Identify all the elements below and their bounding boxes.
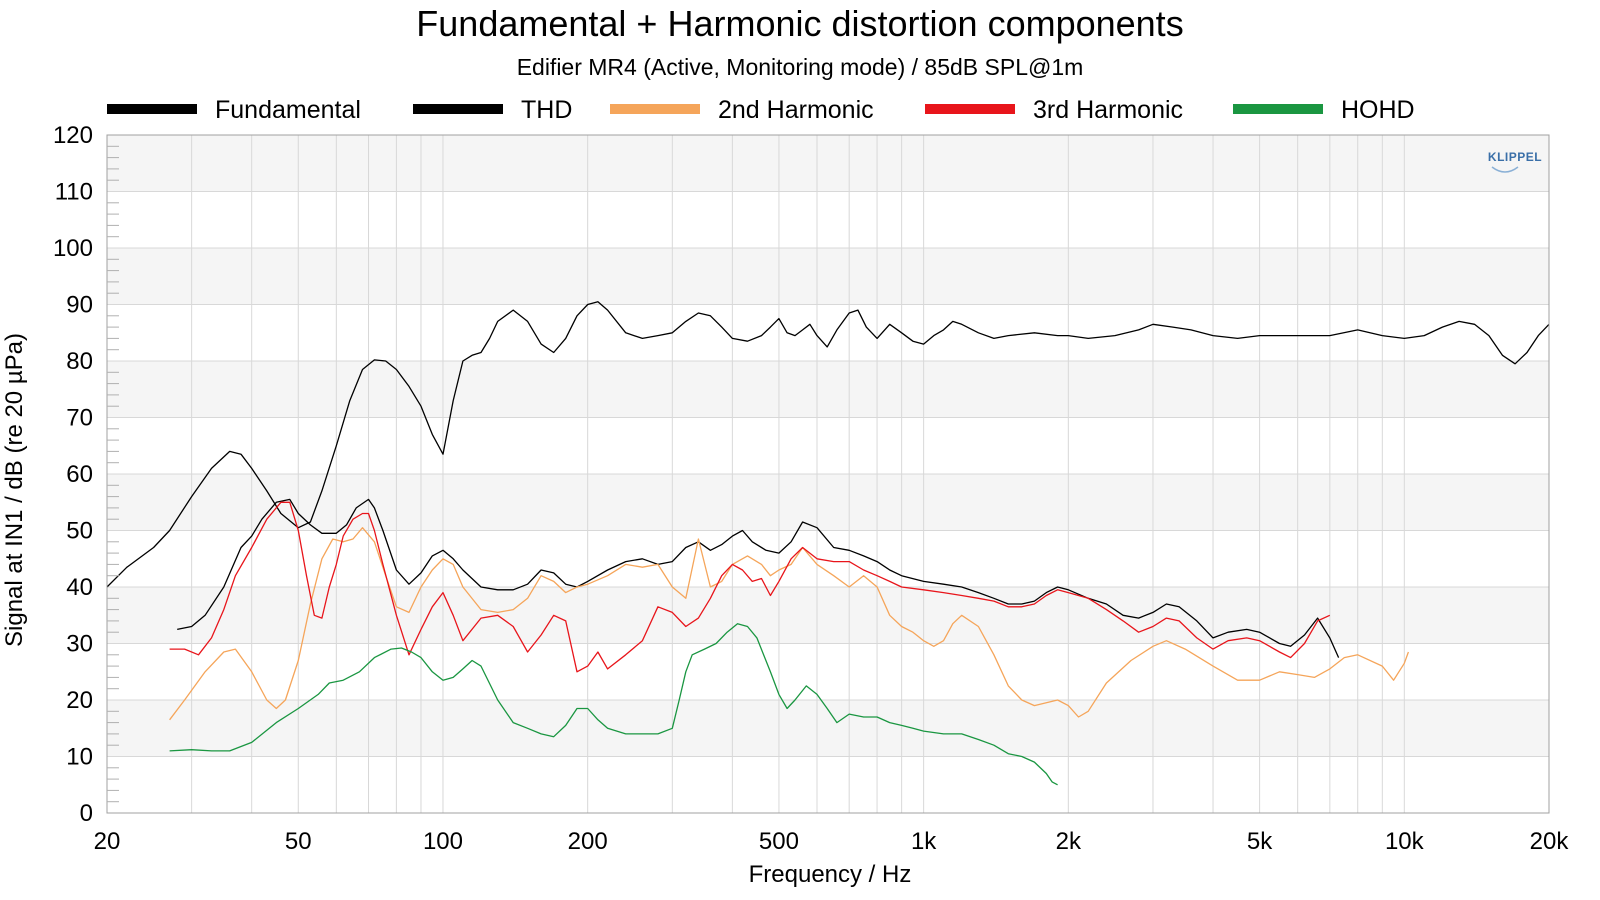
plot-band <box>107 248 1549 305</box>
legend-swatch <box>925 104 1015 114</box>
logo-swoosh <box>1491 166 1519 173</box>
legend-label: 3rd Harmonic <box>1033 96 1183 124</box>
x-tick-label: 500 <box>759 828 799 855</box>
logo-text: KLIPPEL <box>1488 150 1542 164</box>
axes: 0 10 20 30 40 50 60 70 80 90 100 110 120 20 50 100 200 50… <box>53 122 1569 855</box>
x-axis-title: Frequency / Hz <box>749 861 912 888</box>
plot-band <box>107 474 1549 531</box>
legend-item: Fundamental <box>107 96 361 124</box>
series-group <box>106 301 1550 786</box>
klippel-logo: KLIPPEL <box>1488 150 1542 173</box>
y-tick-label: 90 <box>66 292 93 319</box>
legend: Fundamental THD 2nd Harmonic 3rd Harmonic HO… <box>107 96 1415 124</box>
legend-item: HOHD <box>1233 96 1415 124</box>
x-tick-label: 200 <box>568 828 608 855</box>
y-tick-label: 70 <box>66 405 93 432</box>
x-tick-label: 20k <box>1530 828 1570 855</box>
y-tick-label: 110 <box>55 179 93 206</box>
plot-band <box>107 587 1549 644</box>
legend-item: 3rd Harmonic <box>925 96 1183 124</box>
x-tick-label: 2k <box>1056 828 1082 855</box>
series-line-hohd <box>169 623 1058 786</box>
legend-swatch <box>107 104 197 114</box>
y-tick-label: 30 <box>66 631 93 658</box>
y-tick-label: 0 <box>80 800 93 827</box>
x-tick-label: 20 <box>94 828 121 855</box>
legend-swatch <box>1233 104 1323 114</box>
y-tick-label: 10 <box>66 744 93 771</box>
legend-item: 2nd Harmonic <box>610 96 874 124</box>
x-tick-label: 50 <box>285 828 312 855</box>
series-line-3rd-harmonic <box>169 501 1331 673</box>
x-tick-label: 100 <box>423 828 463 855</box>
legend-label: HOHD <box>1341 96 1415 124</box>
plot-band <box>107 700 1549 757</box>
x-tick-label: 10k <box>1385 828 1425 855</box>
y-tick-label: 60 <box>66 461 93 488</box>
legend-label: THD <box>521 96 572 124</box>
y-tick-label: 20 <box>66 687 93 714</box>
legend-swatch <box>610 104 700 114</box>
x-tick-label: 5k <box>1247 828 1273 855</box>
plot-frame <box>106 134 1550 814</box>
legend-swatch <box>413 104 503 114</box>
y-tick-label: 50 <box>66 518 93 545</box>
y-tick-label: 120 <box>53 122 93 149</box>
legend-label: 2nd Harmonic <box>718 96 874 124</box>
x-tick-label: 1k <box>911 828 937 855</box>
plot-band <box>107 135 1549 192</box>
y-axis-title: Signal at IN1 / dB (re 20 µPa) <box>1 333 28 647</box>
chart-title: Fundamental + Harmonic distortion compon… <box>416 3 1183 44</box>
legend-item: THD <box>413 96 572 124</box>
chart-subtitle: Edifier MR4 (Active, Monitoring mode) / … <box>517 54 1084 80</box>
y-tick-label: 80 <box>66 348 93 375</box>
series-line-thd <box>177 498 1340 658</box>
series-line-fundamental <box>106 301 1550 588</box>
y-tick-label: 40 <box>66 574 93 601</box>
y-tick-label: 100 <box>53 235 93 262</box>
series-line-2nd-harmonic <box>169 527 1410 721</box>
legend-label: Fundamental <box>215 96 361 124</box>
plot-band <box>107 361 1549 418</box>
